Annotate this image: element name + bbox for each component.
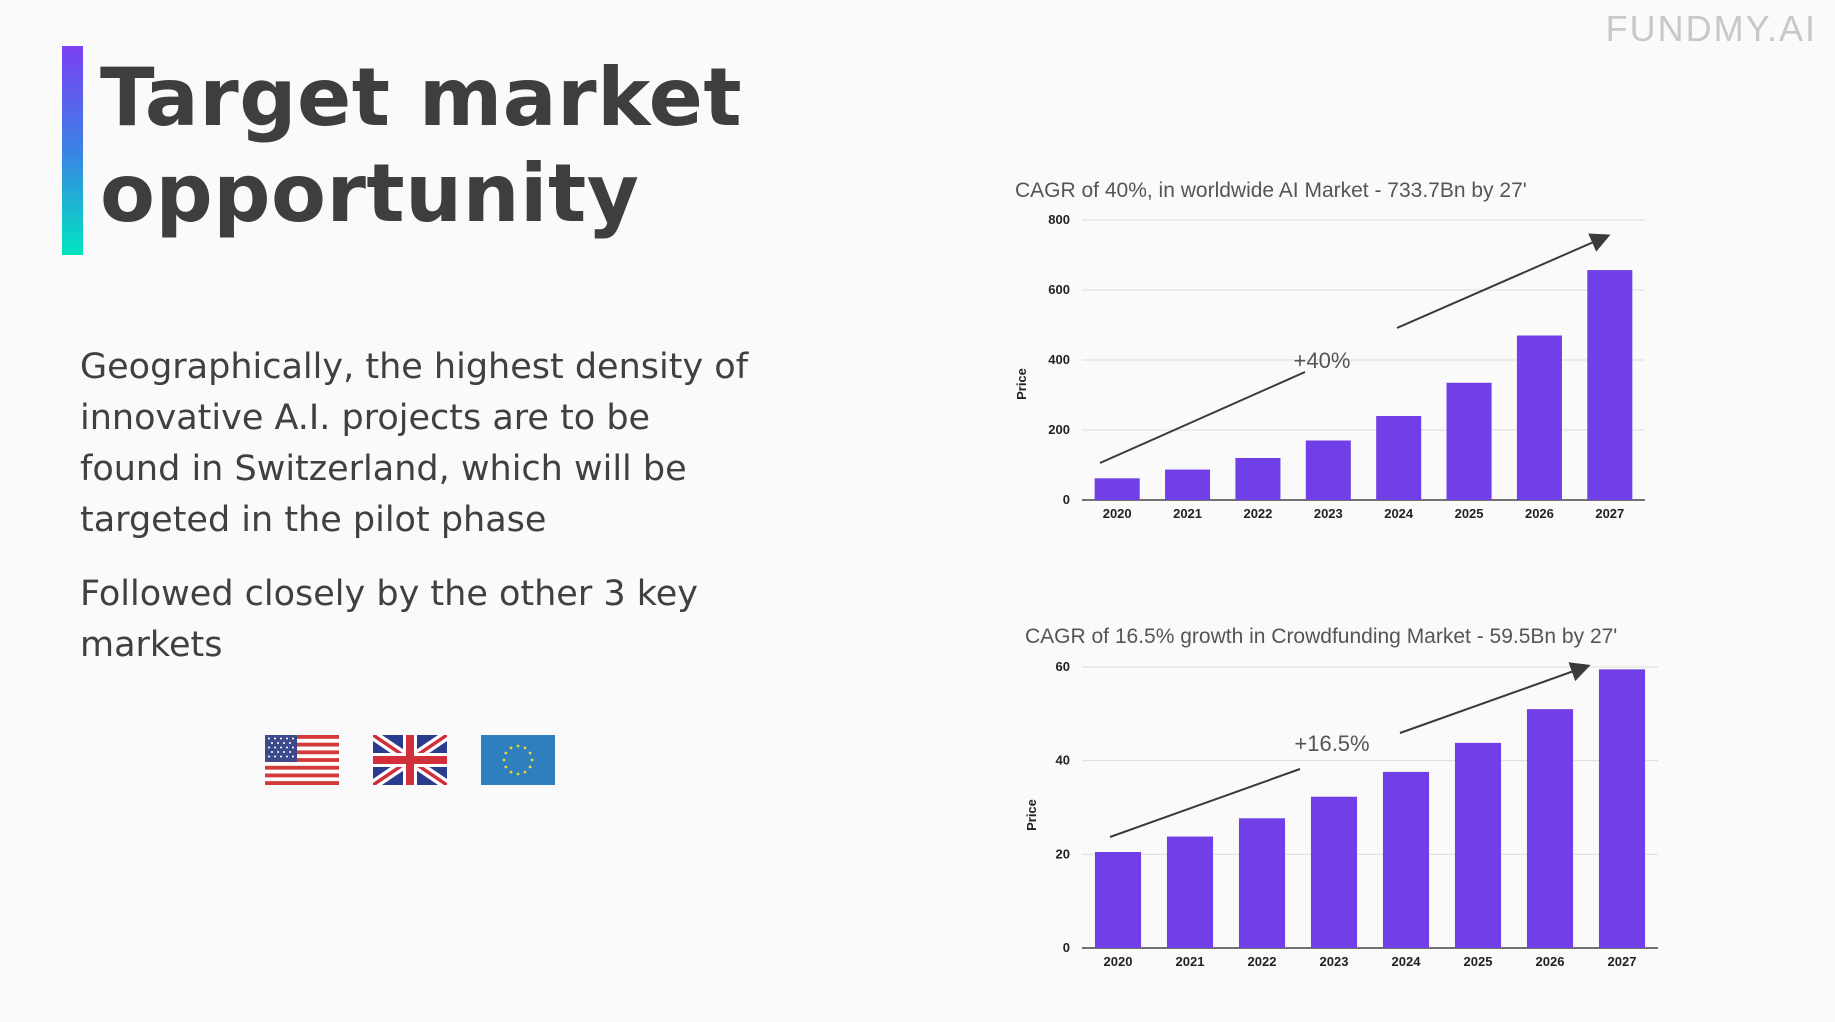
growth-annotation: +40% (1294, 348, 1351, 373)
bar-2021 (1166, 836, 1214, 948)
bar-2024 (1376, 416, 1422, 500)
bar-2025 (1454, 742, 1502, 948)
market-flags (265, 735, 555, 785)
growth-arrow-upper (1396, 233, 1611, 329)
y-tick-label: 600 (1048, 282, 1070, 297)
title-accent-bar (62, 46, 83, 255)
x-tick-label: 2024 (1384, 506, 1414, 521)
bar-2025 (1446, 382, 1492, 500)
x-tick-label: 2021 (1176, 954, 1205, 969)
x-tick-label: 2026 (1536, 954, 1565, 969)
x-tick-label: 2022 (1243, 506, 1272, 521)
eu-flag-icon (481, 735, 555, 785)
bar-2026 (1526, 709, 1574, 948)
bar-2021 (1165, 469, 1211, 500)
bar-2027 (1598, 669, 1646, 948)
y-tick-label: 0 (1063, 492, 1070, 507)
x-tick-label: 2020 (1104, 954, 1133, 969)
bar-2020 (1094, 851, 1142, 948)
x-tick-label: 2027 (1608, 954, 1637, 969)
x-tick-label: 2021 (1173, 506, 1202, 521)
uk-flag-icon (373, 735, 447, 785)
bar-2027 (1587, 270, 1633, 500)
y-tick-label: 60 (1056, 659, 1070, 674)
brand-logo: FUNDMY.AI (1605, 8, 1817, 49)
page-title-line-2: opportunity (100, 147, 640, 240)
bar-2022 (1235, 458, 1281, 500)
y-tick-label: 0 (1063, 940, 1070, 955)
x-tick-label: 2027 (1595, 506, 1624, 521)
chart-title: CAGR of 40%, in worldwide AI Market - 73… (1015, 179, 1527, 202)
key-markets-paragraph: Followed closely by the other 3 key mark… (80, 574, 699, 665)
y-axis-label: Price (1024, 799, 1039, 831)
us-flag-icon (265, 735, 339, 785)
y-tick-label: 400 (1048, 352, 1070, 367)
growth-arrow-upper (1399, 662, 1591, 734)
geography-paragraph: Geographically, the highest density of i… (80, 347, 749, 540)
growth-arrow-lower (1099, 371, 1306, 464)
page-title-line-1: Target market (100, 51, 743, 144)
ai-market-chart: CAGR of 40%, in worldwide AI Market - 73… (1014, 179, 1645, 521)
page-title: Target market opportunity (100, 50, 742, 242)
bar-2023 (1310, 796, 1358, 948)
growth-arrow-lower (1109, 768, 1301, 838)
bar-2023 (1305, 440, 1351, 500)
bar-2022 (1238, 818, 1286, 948)
y-tick-label: 200 (1048, 422, 1070, 437)
x-tick-label: 2026 (1525, 506, 1554, 521)
y-tick-label: 40 (1056, 753, 1070, 768)
x-tick-label: 2025 (1455, 506, 1484, 521)
bar-2024 (1382, 771, 1430, 948)
y-tick-label: 20 (1056, 846, 1070, 861)
y-tick-label: 800 (1048, 212, 1070, 227)
crowdfunding-market-chart: CAGR of 16.5% growth in Crowdfunding Mar… (1024, 625, 1658, 969)
y-axis-label: Price (1014, 368, 1029, 400)
x-tick-label: 2023 (1314, 506, 1343, 521)
bar-2020 (1094, 478, 1140, 500)
x-tick-label: 2024 (1392, 954, 1422, 969)
x-tick-label: 2020 (1103, 506, 1132, 521)
chart-title: CAGR of 16.5% growth in Crowdfunding Mar… (1025, 625, 1617, 648)
x-tick-label: 2022 (1248, 954, 1277, 969)
bar-2026 (1516, 335, 1562, 500)
x-tick-label: 2023 (1320, 954, 1349, 969)
x-tick-label: 2025 (1464, 954, 1493, 969)
growth-annotation: +16.5% (1294, 731, 1369, 756)
